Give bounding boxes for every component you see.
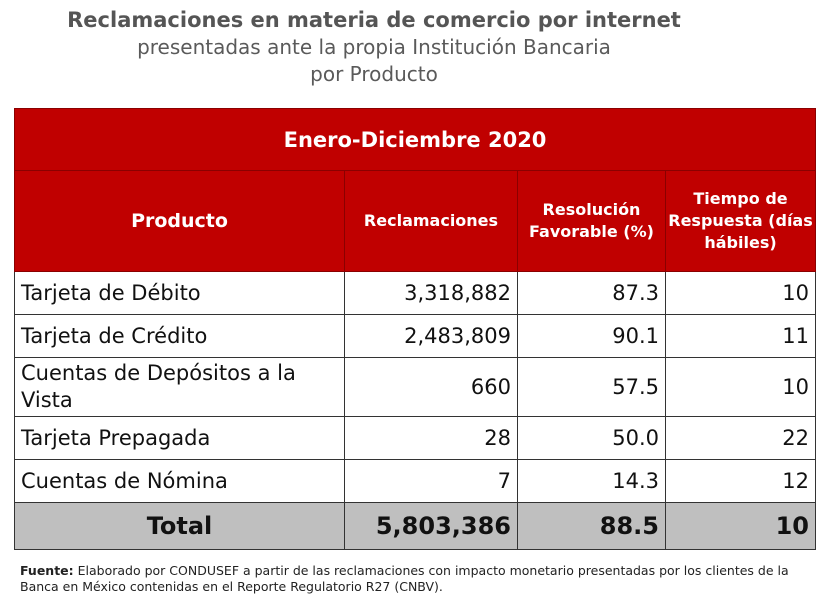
table-cell-producto: Tarjeta Prepagada (14, 416, 345, 460)
title-block: Reclamaciones en materia de comercio por… (0, 6, 748, 88)
column-header-tiempo: Tiempo de Respuesta (días hábiles) (664, 170, 817, 272)
source-text: Elaborado por CONDUSEF a partir de las r… (20, 563, 789, 594)
total-tiempo: 10 (664, 502, 817, 550)
column-header-resolucion: Resolución Favorable (%) (517, 170, 666, 272)
table-cell-tiempo: 10 (664, 357, 817, 417)
table-cell-producto: Cuentas de Depósitos a la Vista (14, 357, 345, 417)
period-header: Enero-Diciembre 2020 (13, 108, 817, 171)
table-cell-resolucion: 90.1 (517, 314, 666, 358)
table-cell-producto: Tarjeta de Crédito (14, 314, 345, 358)
column-header-producto: Producto (14, 170, 345, 272)
claims-table: Enero-Diciembre 2020 Producto Reclamacio… (13, 108, 817, 550)
total-reclamaciones: 5,803,386 (344, 502, 518, 550)
table-cell-tiempo: 12 (664, 459, 817, 503)
page-subtitle-2: por Producto (310, 62, 438, 86)
column-header-reclamaciones: Reclamaciones (344, 170, 518, 272)
total-resolucion: 88.5 (517, 502, 666, 550)
source-label: Fuente: (20, 563, 74, 578)
source-note: Fuente: Elaborado por CONDUSEF a partir … (20, 563, 820, 595)
table-cell-reclamaciones: 2,483,809 (344, 314, 518, 358)
table-cell-resolucion: 14.3 (517, 459, 666, 503)
table-cell-tiempo: 10 (664, 271, 817, 315)
table-cell-tiempo: 11 (664, 314, 817, 358)
table-cell-resolucion: 87.3 (517, 271, 666, 315)
table-cell-producto: Cuentas de Nómina (14, 459, 345, 503)
table-cell-resolucion: 50.0 (517, 416, 666, 460)
table-cell-resolucion: 57.5 (517, 357, 666, 417)
page-title: Reclamaciones en materia de comercio por… (67, 8, 681, 32)
total-label: Total (14, 502, 345, 550)
table-cell-reclamaciones: 3,318,882 (344, 271, 518, 315)
table-cell-tiempo: 22 (664, 416, 817, 460)
table-cell-reclamaciones: 660 (344, 357, 518, 417)
table-cell-reclamaciones: 7 (344, 459, 518, 503)
page-subtitle: presentadas ante la propia Institución B… (137, 35, 611, 59)
table-cell-producto: Tarjeta de Débito (14, 271, 345, 315)
table-cell-reclamaciones: 28 (344, 416, 518, 460)
